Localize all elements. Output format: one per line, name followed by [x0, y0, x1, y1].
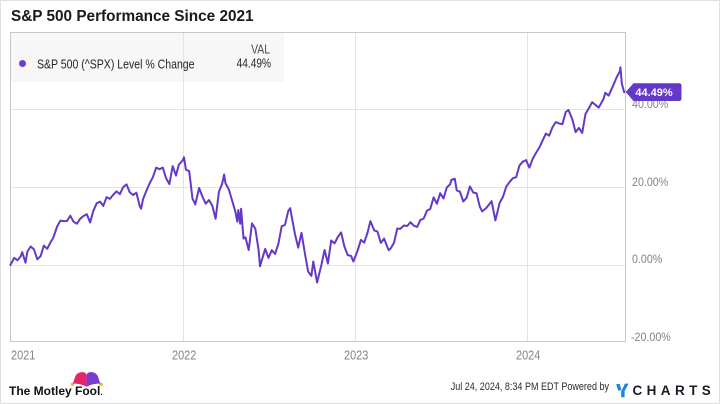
- svg-text:44.49%: 44.49%: [635, 87, 673, 99]
